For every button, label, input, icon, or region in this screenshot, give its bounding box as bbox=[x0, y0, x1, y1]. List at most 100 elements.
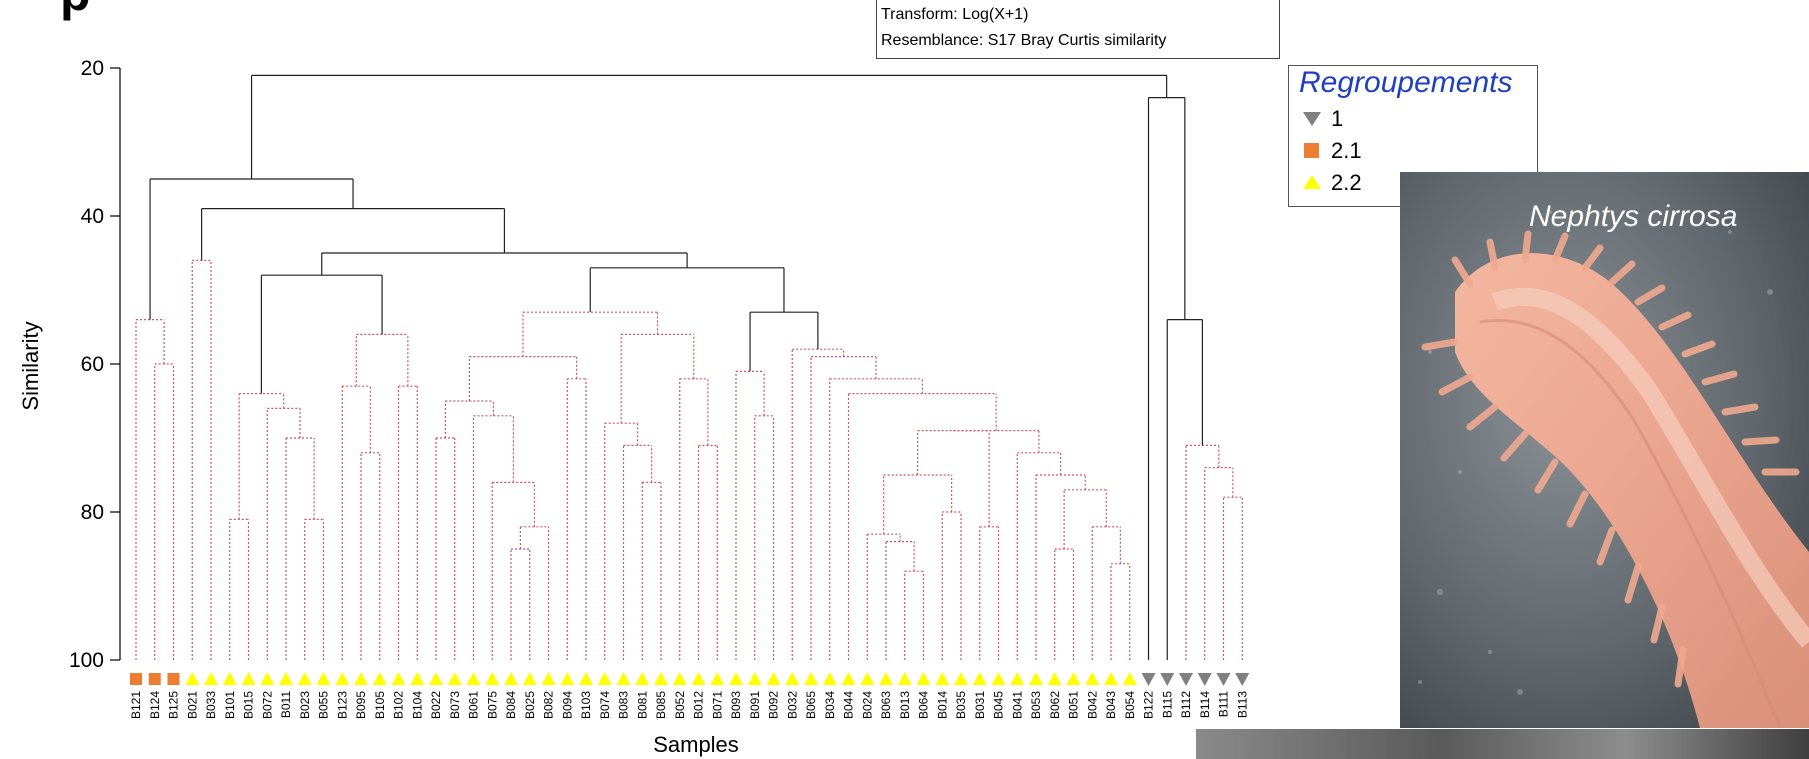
sample-label: B065 bbox=[804, 691, 818, 719]
sample-label: B085 bbox=[654, 691, 668, 719]
group-marker bbox=[1179, 673, 1193, 686]
y-tick-label: 20 bbox=[81, 57, 104, 80]
group-marker bbox=[597, 672, 612, 685]
group-marker bbox=[635, 672, 650, 685]
sample-label: B042 bbox=[1085, 691, 1099, 719]
legend-item-label: 1 bbox=[1331, 106, 1344, 131]
legend-item-label: 2.1 bbox=[1331, 138, 1362, 163]
group-marker bbox=[354, 672, 368, 685]
group-marker bbox=[447, 672, 462, 685]
sample-label: B041 bbox=[1010, 691, 1024, 719]
group-marker bbox=[1010, 672, 1025, 685]
photo-caption: Nephtys cirrosa bbox=[1529, 200, 1738, 233]
group-marker bbox=[710, 672, 725, 685]
sample-label: B011 bbox=[279, 691, 293, 718]
sample-label: B125 bbox=[167, 691, 181, 719]
sample-label: B095 bbox=[354, 691, 368, 719]
group-marker bbox=[691, 672, 706, 685]
legend-title: Regroupements bbox=[1299, 66, 1513, 99]
sample-label: B012 bbox=[692, 691, 706, 719]
sample-label: B072 bbox=[260, 691, 274, 719]
group-marker bbox=[148, 673, 161, 685]
sample-label: B024 bbox=[860, 691, 874, 719]
resemblance-label: Resemblance: S17 Bray Curtis similarity bbox=[881, 32, 1167, 49]
group-marker bbox=[1122, 672, 1137, 685]
group-marker bbox=[1160, 673, 1175, 686]
sample-label: B075 bbox=[485, 691, 499, 719]
sample-label: B035 bbox=[954, 691, 968, 719]
sample-label: B055 bbox=[317, 691, 331, 719]
sample-label: B115 bbox=[1160, 691, 1174, 718]
group-marker bbox=[579, 672, 593, 685]
sample-label: B023 bbox=[298, 691, 312, 719]
sample-label: B102 bbox=[392, 691, 406, 719]
group-marker bbox=[879, 672, 893, 685]
legend-item-2-2: 2.2 bbox=[1303, 170, 1362, 196]
group-marker bbox=[935, 672, 950, 685]
group-markers bbox=[130, 672, 1250, 686]
sample-label: B094 bbox=[560, 691, 574, 719]
transform-label: Transform: Log(X+1) bbox=[881, 6, 1029, 23]
group-marker bbox=[522, 672, 537, 685]
sample-label: B114 bbox=[1198, 691, 1212, 718]
sample-label: B043 bbox=[1104, 691, 1118, 719]
sample-label: B053 bbox=[1029, 691, 1043, 719]
group-marker bbox=[429, 672, 443, 685]
group-marker bbox=[297, 672, 312, 685]
square-icon bbox=[1303, 138, 1321, 164]
x-axis-label: Samples bbox=[653, 732, 739, 757]
group-marker bbox=[260, 672, 275, 685]
sample-label: B121 bbox=[129, 691, 143, 719]
group-marker bbox=[1047, 672, 1062, 685]
group-marker bbox=[279, 672, 293, 685]
sample-label: B091 bbox=[748, 691, 762, 719]
group-marker bbox=[167, 673, 180, 685]
sample-label: B064 bbox=[917, 691, 931, 719]
group-marker bbox=[560, 672, 575, 685]
legend-item-1: 1 bbox=[1303, 106, 1343, 132]
sample-label: B104 bbox=[410, 691, 424, 719]
sample-label: B031 bbox=[973, 691, 987, 719]
group-marker bbox=[1141, 673, 1156, 686]
sample-label: B081 bbox=[635, 691, 649, 719]
group-marker bbox=[335, 672, 350, 685]
sample-label: B124 bbox=[148, 691, 162, 719]
group-marker bbox=[391, 672, 406, 685]
y-tick-label: 40 bbox=[81, 205, 104, 228]
dendrogram-tree bbox=[135, 74, 1243, 660]
sample-label: B061 bbox=[467, 691, 481, 719]
group-marker bbox=[204, 672, 218, 685]
sample-label: B032 bbox=[785, 691, 799, 719]
group-marker bbox=[1029, 672, 1043, 685]
legend-item-2-1: 2.1 bbox=[1303, 138, 1362, 164]
sample-label: B052 bbox=[673, 691, 687, 719]
group-marker bbox=[1197, 673, 1212, 686]
sample-label: B092 bbox=[767, 691, 781, 719]
triangle-down-icon bbox=[1303, 106, 1321, 132]
group-marker bbox=[822, 672, 837, 685]
group-marker bbox=[804, 672, 818, 685]
group-marker bbox=[410, 672, 425, 685]
sample-label: B062 bbox=[1048, 691, 1062, 719]
sample-label: B054 bbox=[1123, 691, 1137, 719]
group-marker bbox=[1085, 672, 1100, 685]
sample-label: B051 bbox=[1067, 691, 1081, 719]
group-marker bbox=[241, 672, 256, 685]
legend-item-label: 2.2 bbox=[1331, 170, 1362, 195]
sample-label: B015 bbox=[242, 691, 256, 719]
group-marker bbox=[729, 672, 743, 685]
sample-label: B105 bbox=[373, 691, 387, 719]
group-marker bbox=[747, 672, 762, 685]
sample-label: B111 bbox=[1217, 691, 1231, 718]
sample-label: B063 bbox=[879, 691, 893, 719]
group-marker bbox=[222, 672, 237, 685]
sample-label: B082 bbox=[542, 691, 556, 719]
group-marker bbox=[860, 672, 875, 685]
group-marker bbox=[616, 672, 631, 685]
group-marker bbox=[954, 672, 968, 685]
nephtys-cirrosa-photo bbox=[1400, 172, 1809, 728]
group-marker bbox=[766, 672, 781, 685]
worm-image bbox=[1400, 172, 1809, 728]
sample-labels: B121 B124 B125 B021 B033 B101 B015 B072 B011 B023… bbox=[129, 691, 1249, 719]
